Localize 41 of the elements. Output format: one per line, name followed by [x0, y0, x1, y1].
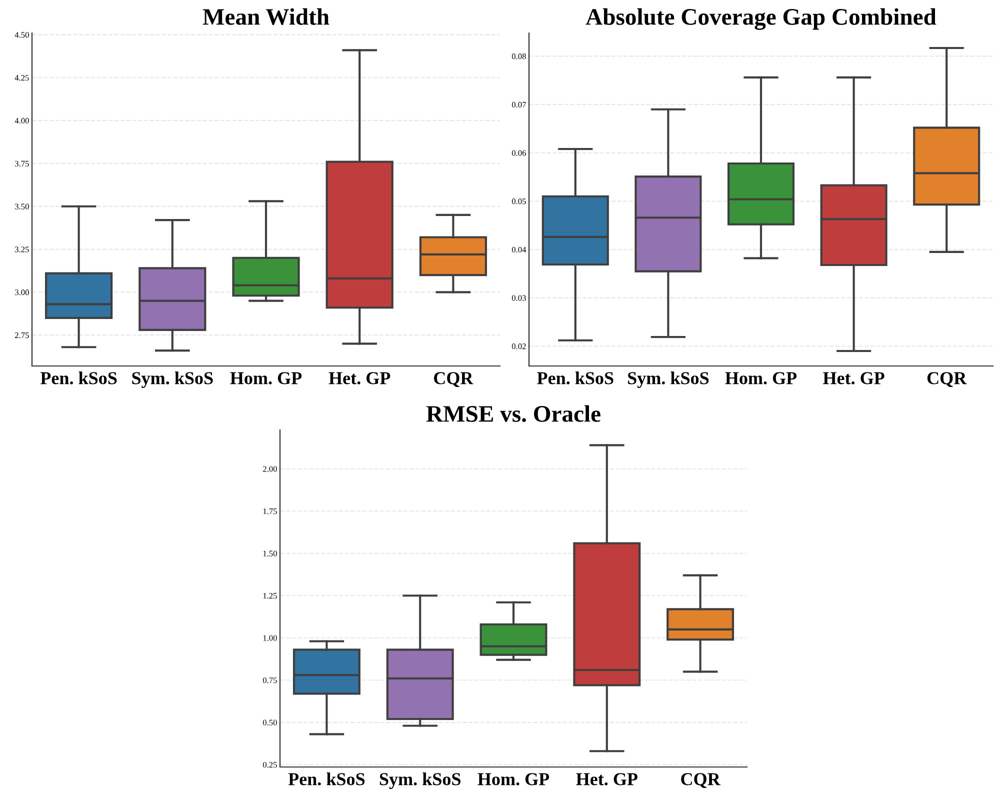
x-tick-label: Hom. GP: [230, 372, 302, 384]
x-tick-label: CQR: [927, 372, 967, 388]
x-tick-label: Pen. kSoS: [40, 372, 117, 384]
x-tick-label: Pen. kSoS: [288, 772, 365, 786]
y-tick-label: 1.00: [263, 635, 277, 641]
x-tick-label: CQR: [434, 372, 474, 388]
x-tick-label: CQR: [681, 773, 721, 788]
y-tick-label: 1.50: [263, 550, 277, 556]
chart-title: Absolute Coverage Gap Combined: [586, 8, 936, 30]
y-tick-label: 0.07: [512, 102, 526, 108]
y-tick-label: 0.06: [512, 150, 526, 156]
x-tick-label: Hom. GP: [725, 372, 797, 384]
y-tick-label: 0.50: [262, 720, 277, 726]
y-tick-label: 0.08: [512, 54, 526, 60]
x-tick-label: Het. GP: [823, 372, 884, 384]
x-tick-label: Hom. GP: [478, 773, 550, 786]
y-tick-label: 0.04: [512, 246, 526, 253]
y-tick-label: 3.00: [15, 290, 29, 296]
y-tick-label: 1.25: [263, 593, 277, 599]
x-tick-label: Sym. kSoS: [628, 372, 709, 388]
x-tick-label: Sym. kSoS: [380, 772, 460, 789]
y-tick-label: 4.00: [14, 118, 29, 124]
x-tick-label: Pen. kSoS: [537, 372, 614, 384]
y-tick-label: 2.75: [15, 332, 29, 338]
y-tick-label: 2.00: [263, 466, 277, 472]
chart-title: RMSE vs. Oracle: [426, 405, 600, 422]
y-tick-label: 1.75: [263, 508, 277, 514]
y-tick-label: 0.03: [512, 295, 526, 301]
y-tick-label: 0.25: [262, 762, 277, 768]
y-tick-label: 0.05: [512, 198, 526, 204]
y-tick-label: 3.50: [15, 204, 29, 210]
y-tick-label: 4.50: [14, 32, 29, 38]
x-tick-label: Het. GP: [328, 372, 390, 384]
x-tick-label: Sym. kSoS: [132, 372, 213, 388]
y-tick-label: 4.25: [14, 75, 29, 81]
y-tick-label: 3.25: [15, 246, 29, 252]
chart-title: Mean Width: [202, 8, 330, 26]
y-tick-label: 0.02: [512, 344, 526, 350]
x-tick-label: Het. GP: [576, 773, 638, 786]
y-tick-label: 0.75: [262, 677, 277, 684]
y-tick-label: 3.75: [15, 160, 29, 166]
